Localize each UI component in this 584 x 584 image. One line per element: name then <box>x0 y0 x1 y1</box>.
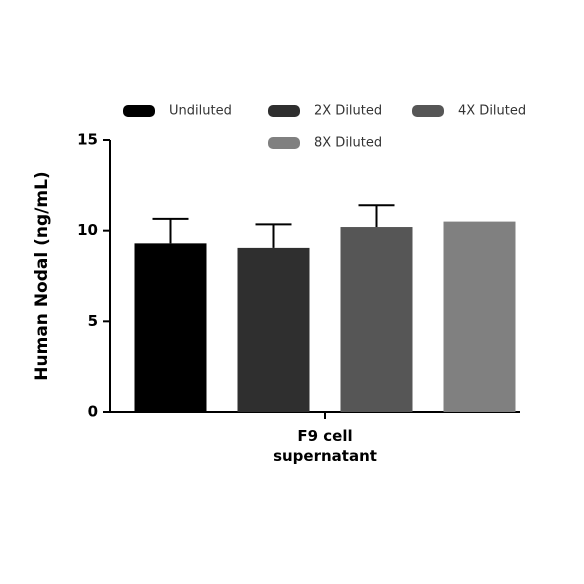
legend-swatch <box>268 137 300 149</box>
y-tick-label: 15 <box>77 131 98 149</box>
y-tick-label: 10 <box>77 221 98 239</box>
error-bar <box>152 217 189 244</box>
error-bar <box>358 204 395 228</box>
y-axis-label: Human Nodal (ng/mL) <box>32 171 52 380</box>
y-tick-label: 0 <box>88 403 98 421</box>
bar <box>443 221 516 412</box>
legend-swatch <box>412 105 444 117</box>
legend-label: Undiluted <box>169 104 232 119</box>
error-bar <box>255 223 292 248</box>
bar <box>237 247 310 412</box>
legend-swatch <box>268 105 300 117</box>
legend-label: 8X Diluted <box>314 136 382 151</box>
legend-label: 4X Diluted <box>458 104 526 119</box>
y-tick-label: 5 <box>88 312 98 330</box>
bar <box>134 243 207 412</box>
bar <box>340 227 413 412</box>
legend-label: 2X Diluted <box>314 104 382 119</box>
legend-swatch <box>123 105 155 117</box>
x-tick-label: F9 cell supernatant <box>273 427 377 465</box>
